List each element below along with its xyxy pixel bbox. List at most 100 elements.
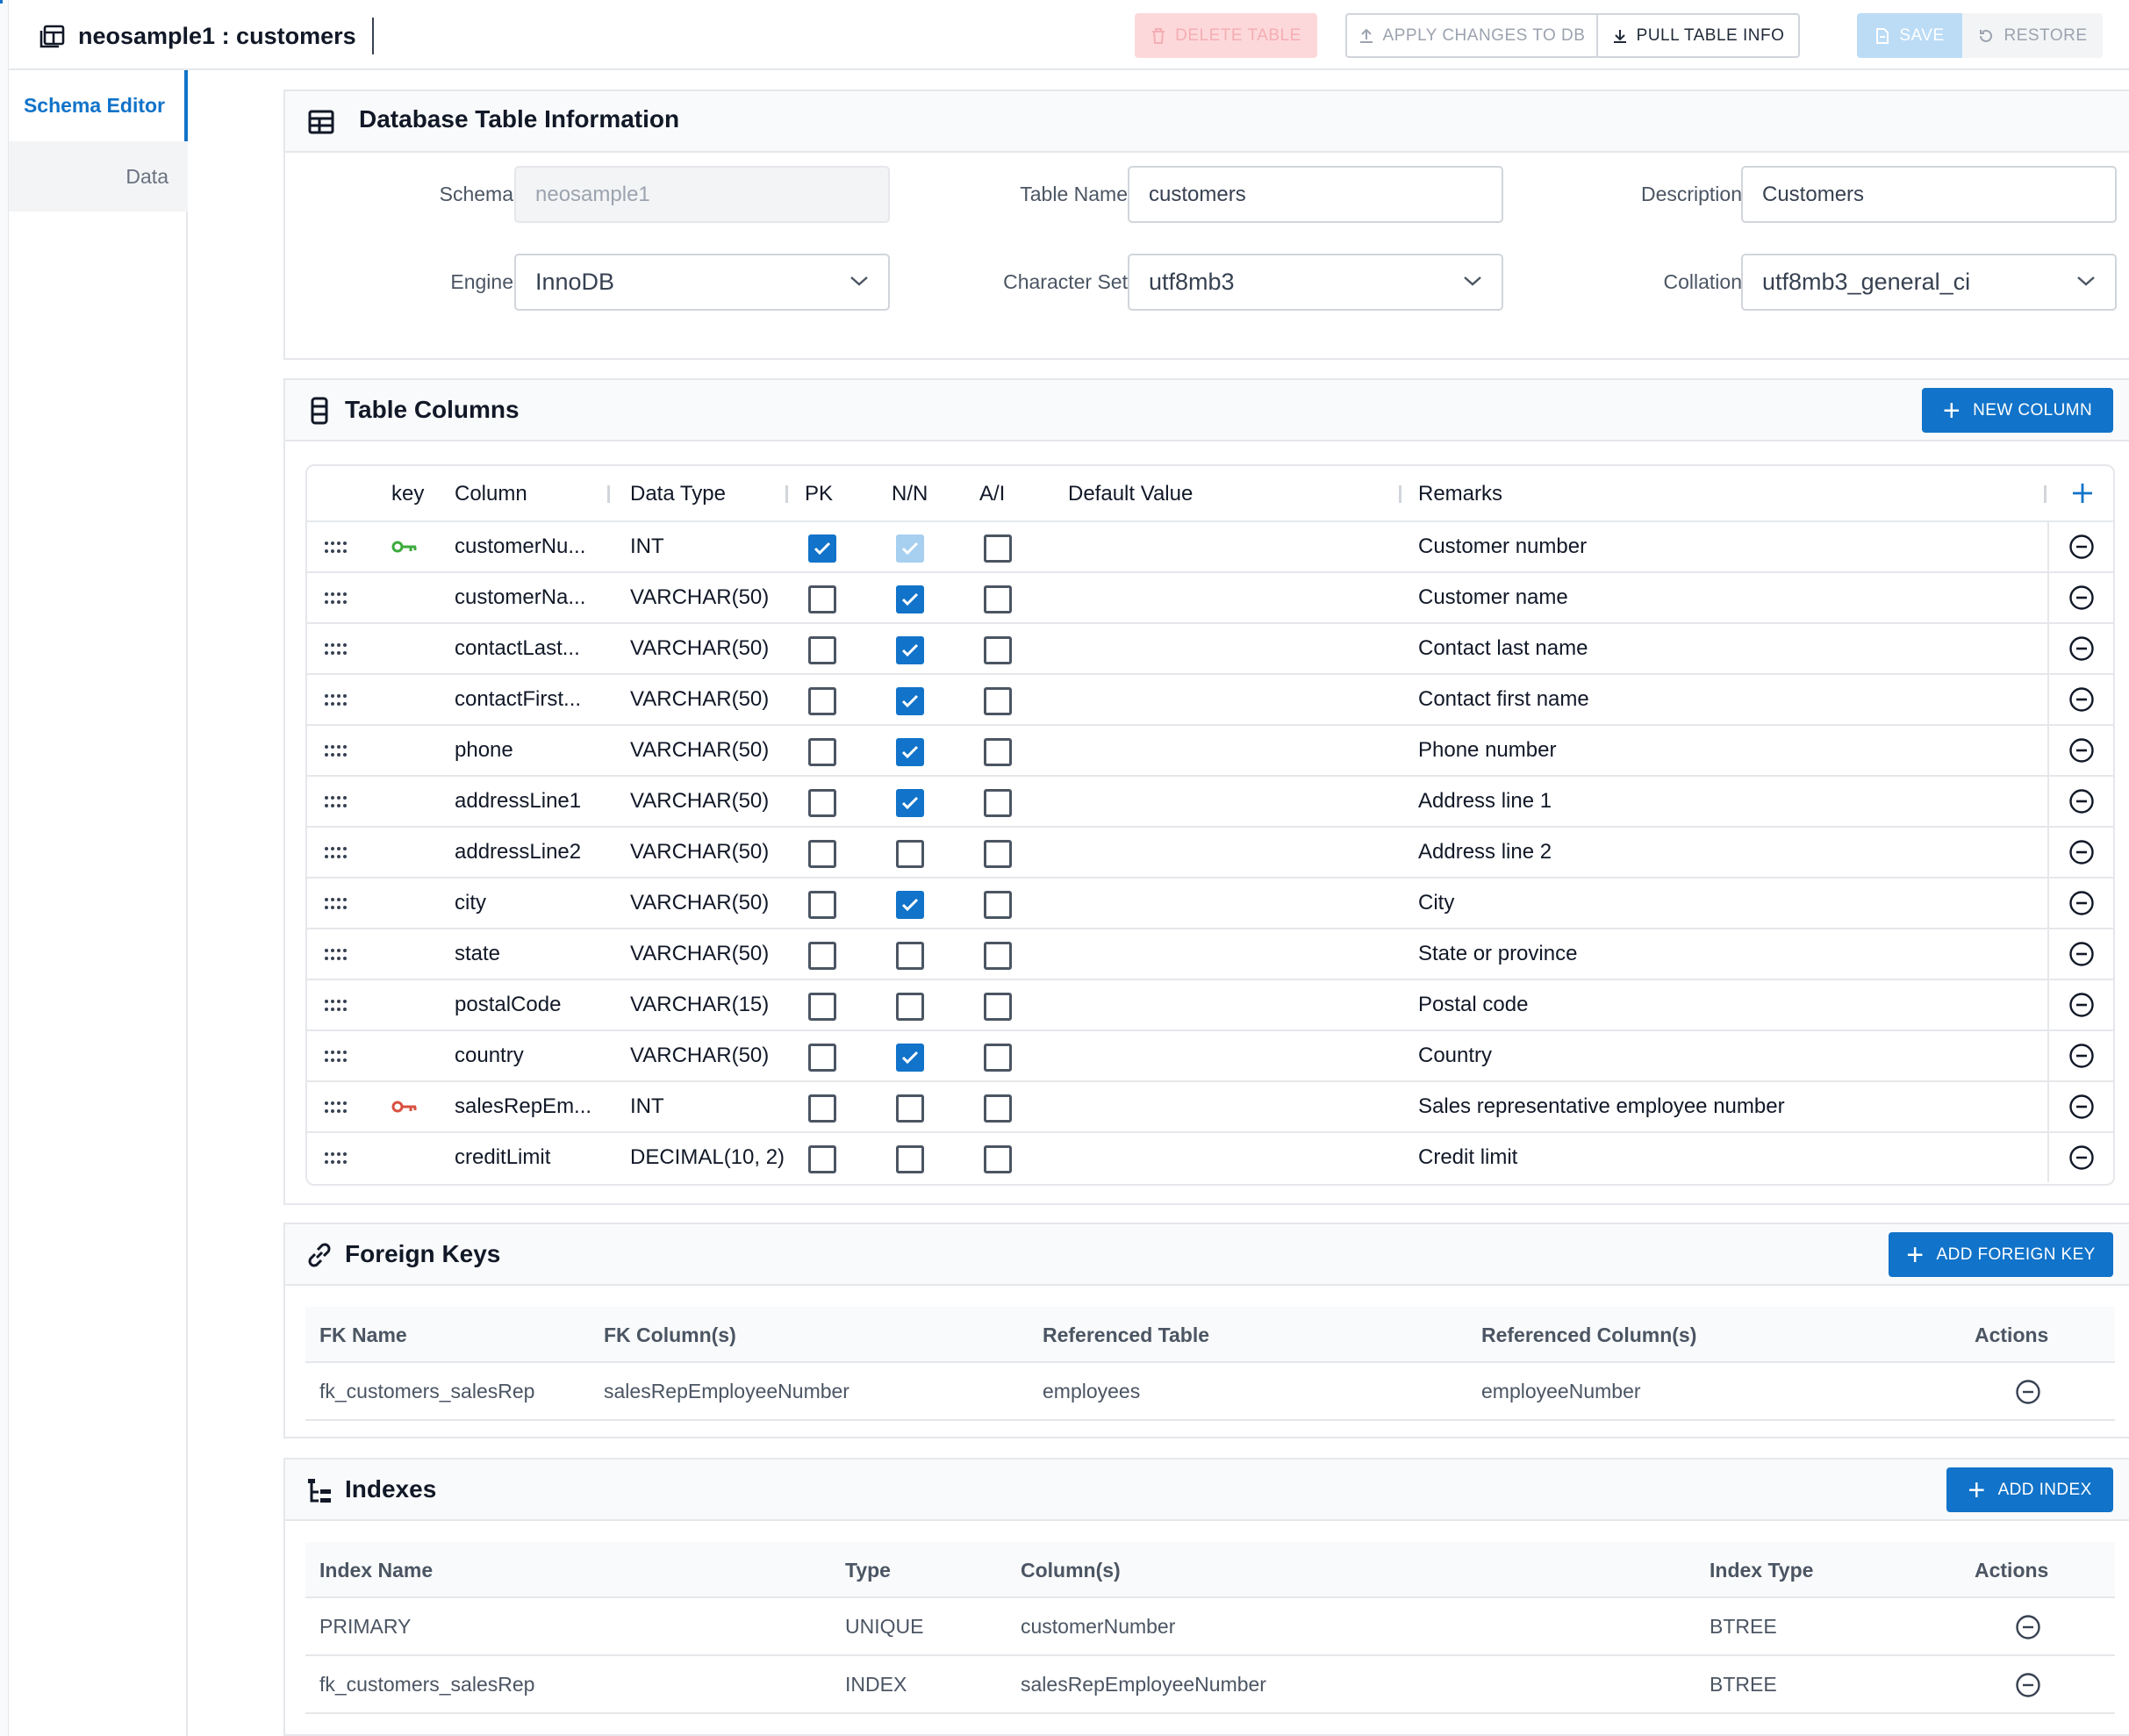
data-type-cell[interactable]: VARCHAR(50): [630, 1044, 770, 1067]
add-index-button[interactable]: + ADD INDEX: [1946, 1467, 2113, 1512]
minus-circle-icon[interactable]: [2015, 1379, 2041, 1405]
new-column-button[interactable]: + NEW COLUMN: [1922, 388, 2113, 433]
column-resize-handle[interactable]: [2044, 485, 2047, 503]
minus-circle-icon[interactable]: [2068, 635, 2095, 662]
column-name-cell[interactable]: contactLast...: [455, 636, 580, 660]
pk-checkbox[interactable]: [808, 1094, 836, 1123]
not-null-checkbox[interactable]: [896, 1145, 924, 1173]
minus-circle-icon[interactable]: [2068, 585, 2095, 611]
engine-select[interactable]: InnoDB: [514, 254, 890, 311]
data-type-cell[interactable]: INT: [630, 534, 664, 558]
data-type-cell[interactable]: VARCHAR(50): [630, 687, 770, 711]
not-null-checkbox[interactable]: [896, 1044, 924, 1072]
drag-handle-icon[interactable]: [324, 948, 347, 962]
data-type-cell[interactable]: VARCHAR(50): [630, 942, 770, 965]
restore-button[interactable]: RESTORE: [1962, 13, 2103, 58]
minus-circle-icon[interactable]: [2015, 1614, 2041, 1640]
default-value-cell[interactable]: [1068, 929, 1393, 979]
drag-handle-icon[interactable]: [324, 693, 347, 707]
remarks-cell[interactable]: State or province: [1418, 942, 1578, 965]
auto-increment-checkbox[interactable]: [984, 534, 1012, 563]
pk-checkbox[interactable]: [808, 1145, 836, 1173]
minus-circle-icon[interactable]: [2068, 1043, 2095, 1069]
delete-table-button[interactable]: DELETE TABLE: [1135, 13, 1317, 58]
not-null-checkbox[interactable]: [896, 687, 924, 715]
minus-circle-icon[interactable]: [2068, 788, 2095, 814]
pk-checkbox[interactable]: [808, 687, 836, 715]
remarks-cell[interactable]: Address line 1: [1418, 789, 1552, 813]
remarks-cell[interactable]: City: [1418, 891, 1455, 915]
add-foreign-key-button[interactable]: + ADD FOREIGN KEY: [1889, 1232, 2113, 1277]
default-value-cell[interactable]: [1068, 624, 1393, 673]
data-type-cell[interactable]: VARCHAR(50): [630, 891, 770, 915]
not-null-checkbox[interactable]: [896, 636, 924, 664]
not-null-checkbox[interactable]: [896, 585, 924, 613]
drag-handle-icon[interactable]: [324, 999, 347, 1013]
pk-checkbox[interactable]: [808, 636, 836, 664]
tab-data[interactable]: Data: [9, 141, 188, 212]
auto-increment-checkbox[interactable]: [984, 687, 1012, 715]
pk-checkbox[interactable]: [808, 993, 836, 1021]
drag-handle-icon[interactable]: [324, 1151, 347, 1166]
not-null-checkbox[interactable]: [896, 891, 924, 919]
column-name-cell[interactable]: customerNu...: [455, 534, 586, 558]
column-resize-handle[interactable]: [607, 485, 610, 503]
data-type-cell[interactable]: VARCHAR(50): [630, 840, 770, 864]
remarks-cell[interactable]: Contact last name: [1418, 636, 1588, 660]
column-resize-handle[interactable]: [1399, 485, 1401, 503]
minus-circle-icon[interactable]: [2068, 839, 2095, 865]
column-name-cell[interactable]: salesRepEm...: [455, 1094, 592, 1118]
drag-handle-icon[interactable]: [324, 642, 347, 656]
pk-checkbox[interactable]: [808, 738, 836, 766]
pull-table-info-button[interactable]: PULL TABLE INFO: [1596, 13, 1800, 58]
default-value-cell[interactable]: [1068, 726, 1393, 775]
column-resize-handle[interactable]: [785, 485, 788, 503]
column-name-cell[interactable]: postalCode: [455, 993, 562, 1016]
data-type-cell[interactable]: INT: [630, 1094, 664, 1118]
pk-checkbox[interactable]: [808, 942, 836, 970]
add-row-plus-icon[interactable]: [2071, 482, 2094, 505]
drag-handle-icon[interactable]: [324, 1101, 347, 1115]
default-value-cell[interactable]: [1068, 777, 1393, 826]
auto-increment-checkbox[interactable]: [984, 1145, 1012, 1173]
minus-circle-icon[interactable]: [2068, 941, 2095, 967]
description-field[interactable]: Customers: [1741, 166, 2117, 223]
remarks-cell[interactable]: Customer number: [1418, 534, 1588, 558]
auto-increment-checkbox[interactable]: [984, 891, 1012, 919]
collation-select[interactable]: utf8mb3_general_ci: [1741, 254, 2117, 311]
default-value-cell[interactable]: [1068, 1031, 1393, 1080]
drag-handle-icon[interactable]: [324, 897, 347, 911]
pk-checkbox[interactable]: [808, 789, 836, 817]
drag-handle-icon[interactable]: [324, 846, 347, 860]
remarks-cell[interactable]: Country: [1418, 1044, 1493, 1067]
not-null-checkbox[interactable]: [896, 534, 924, 563]
drag-handle-icon[interactable]: [324, 1050, 347, 1064]
default-value-cell[interactable]: [1068, 1082, 1393, 1131]
column-name-cell[interactable]: state: [455, 942, 501, 965]
data-type-cell[interactable]: VARCHAR(50): [630, 738, 770, 762]
auto-increment-checkbox[interactable]: [984, 738, 1012, 766]
remarks-cell[interactable]: Contact first name: [1418, 687, 1589, 711]
minus-circle-icon[interactable]: [2068, 737, 2095, 764]
drag-handle-icon[interactable]: [324, 744, 347, 758]
pk-checkbox[interactable]: [808, 1044, 836, 1072]
default-value-cell[interactable]: [1068, 675, 1393, 724]
pk-checkbox[interactable]: [808, 891, 836, 919]
remarks-cell[interactable]: Address line 2: [1418, 840, 1552, 864]
default-value-cell[interactable]: [1068, 980, 1393, 1029]
not-null-checkbox[interactable]: [896, 993, 924, 1021]
character-set-select[interactable]: utf8mb3: [1128, 254, 1503, 311]
default-value-cell[interactable]: [1068, 522, 1393, 571]
auto-increment-checkbox[interactable]: [984, 1044, 1012, 1072]
remarks-cell[interactable]: Sales representative employee number: [1418, 1094, 1785, 1118]
column-name-cell[interactable]: country: [455, 1044, 524, 1067]
auto-increment-checkbox[interactable]: [984, 942, 1012, 970]
column-name-cell[interactable]: creditLimit: [455, 1145, 551, 1169]
data-type-cell[interactable]: VARCHAR(50): [630, 636, 770, 660]
auto-increment-checkbox[interactable]: [984, 585, 1012, 613]
pk-checkbox[interactable]: [808, 534, 836, 563]
auto-increment-checkbox[interactable]: [984, 789, 1012, 817]
remarks-cell[interactable]: Postal code: [1418, 993, 1529, 1016]
column-name-cell[interactable]: contactFirst...: [455, 687, 582, 711]
tab-schema-editor[interactable]: Schema Editor: [9, 70, 188, 141]
